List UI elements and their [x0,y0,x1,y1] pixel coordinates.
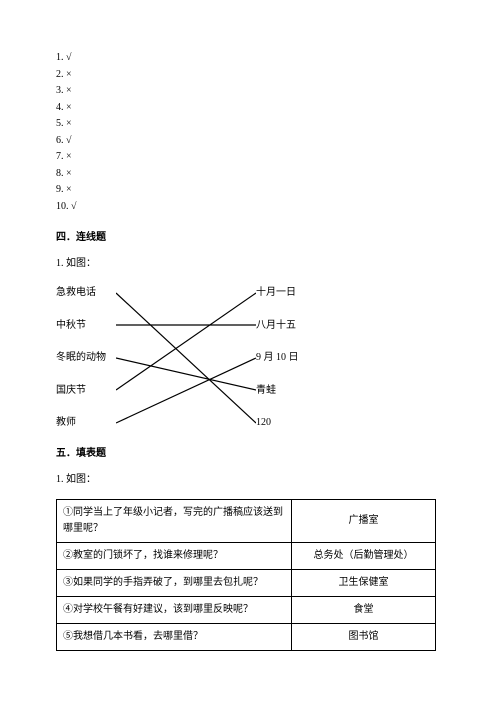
table-question: ③如果同学的手指弄破了，到哪里去包扎呢？ [57,570,292,597]
match-left-item: 国庆节 [56,381,106,401]
true-false-answers: 1. √ 2. × 3. × 4. × 5. × 6. √ 7. × 8. × … [56,50,444,215]
match-right-item: 八月十五 [256,316,299,336]
match-right-item: 十月一日 [256,283,299,303]
ans-mark: × [66,118,72,129]
section5-q1-label: 1. 如图： [56,471,444,489]
ans-mark: × [66,151,72,162]
table-answer: 总务处（后勤管理处） [291,543,435,570]
ans-mark: √ [71,201,77,212]
fill-table: ①同学当上了年级小记者，写完的广播稿应该送到哪里呢？ 广播室 ②教室的门锁坏了，… [56,499,436,651]
table-answer: 卫生保健室 [291,570,435,597]
section4-header: 四．连线题 [56,229,444,247]
table-answer: 广播室 [291,500,435,543]
match-left-column: 急救电话 中秋节 冬眠的动物 国庆节 教师 [56,283,106,433]
table-answer: 图书馆 [291,624,435,651]
ans-num: 7. [56,151,64,162]
table-question: ①同学当上了年级小记者，写完的广播稿应该送到哪里呢？ [57,500,292,543]
match-left-item: 急救电话 [56,283,106,303]
ans-num: 9. [56,184,64,195]
section4-q1-label: 1. 如图： [56,255,444,273]
table-row: ⑤我想借几本书看，去哪里借？ 图书馆 [57,624,436,651]
ans-mark: × [66,168,72,179]
match-left-item: 冬眠的动物 [56,348,106,368]
table-question: ②教室的门锁坏了，找谁来修理呢？ [57,543,292,570]
table-row: ②教室的门锁坏了，找谁来修理呢？ 总务处（后勤管理处） [57,543,436,570]
ans-num: 10. [56,201,69,212]
table-row: ③如果同学的手指弄破了，到哪里去包扎呢？ 卫生保健室 [57,570,436,597]
ans-num: 4. [56,102,64,113]
ans-num: 2. [56,69,64,80]
ans-mark: √ [66,52,72,63]
ans-mark: × [66,102,72,113]
ans-mark: × [66,184,72,195]
match-right-item: 120 [256,413,299,433]
match-right-item: 9 月 10 日 [256,348,299,368]
match-lines-svg [116,283,256,433]
table-row: ①同学当上了年级小记者，写完的广播稿应该送到哪里呢？ 广播室 [57,500,436,543]
ans-mark: × [66,69,72,80]
ans-mark: × [66,85,72,96]
table-question: ⑤我想借几本书看，去哪里借？ [57,624,292,651]
match-right-column: 十月一日 八月十五 9 月 10 日 青蛙 120 [256,283,299,433]
match-right-item: 青蛙 [256,381,299,401]
matching-diagram: 急救电话 中秋节 冬眠的动物 国庆节 教师 十月一日 八月十五 9 月 10 日… [56,283,356,433]
match-left-item: 中秋节 [56,316,106,336]
section5-header: 五．填表题 [56,445,444,463]
ans-num: 3. [56,85,64,96]
ans-num: 6. [56,135,64,146]
match-left-item: 教师 [56,413,106,433]
ans-num: 5. [56,118,64,129]
table-row: ④对学校午餐有好建议，该到哪里反映呢？ 食堂 [57,597,436,624]
table-question: ④对学校午餐有好建议，该到哪里反映呢？ [57,597,292,624]
table-answer: 食堂 [291,597,435,624]
ans-num: 8. [56,168,64,179]
ans-mark: √ [66,135,72,146]
ans-num: 1. [56,52,64,63]
